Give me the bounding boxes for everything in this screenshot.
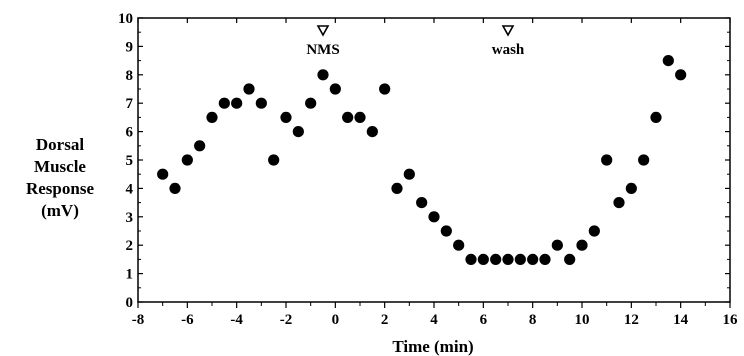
x-tick-label: 14 bbox=[673, 312, 689, 328]
annotation-label: wash bbox=[492, 42, 525, 58]
data-points bbox=[157, 55, 687, 265]
data-point bbox=[477, 253, 489, 265]
y-axis-title-line-3: Response bbox=[26, 179, 94, 198]
x-tick-label: 6 bbox=[480, 312, 488, 328]
data-point bbox=[342, 111, 354, 123]
annotation-label: NMS bbox=[306, 42, 339, 58]
data-point bbox=[613, 197, 625, 209]
data-point bbox=[317, 69, 329, 81]
data-point bbox=[527, 253, 539, 265]
data-point bbox=[231, 97, 243, 109]
x-tick-label: 8 bbox=[529, 312, 537, 328]
data-point bbox=[292, 126, 304, 138]
data-point bbox=[453, 239, 465, 251]
x-axis-tick-labels: -8 -6 -4 -2 0 2 4 6 8 10 12 14 16 bbox=[132, 312, 738, 328]
y-axis-title-line-4: (mV) bbox=[41, 201, 79, 220]
y-tick-label: 1 bbox=[126, 267, 134, 283]
data-point bbox=[280, 111, 292, 123]
data-point bbox=[354, 111, 366, 123]
x-tick-label: 0 bbox=[332, 312, 340, 328]
data-point bbox=[551, 239, 563, 251]
y-tick-label: 2 bbox=[126, 238, 134, 254]
y-tick-label: 10 bbox=[118, 11, 133, 27]
data-point bbox=[539, 253, 551, 265]
data-point bbox=[181, 154, 193, 166]
data-point bbox=[465, 253, 477, 265]
y-tick-label: 0 bbox=[126, 295, 134, 311]
data-point bbox=[440, 225, 452, 237]
x-tick-label: 12 bbox=[624, 312, 639, 328]
data-point bbox=[588, 225, 600, 237]
data-point bbox=[490, 253, 502, 265]
x-tick-label: 10 bbox=[575, 312, 590, 328]
data-point bbox=[194, 140, 206, 152]
data-point bbox=[218, 97, 230, 109]
x-axis-title: Time (min) bbox=[392, 337, 473, 356]
data-point bbox=[157, 168, 169, 180]
data-point bbox=[206, 111, 218, 123]
x-tick-label: -4 bbox=[230, 312, 243, 328]
x-tick-label: 16 bbox=[723, 312, 739, 328]
y-tick-label: 8 bbox=[126, 68, 134, 84]
y-tick-label: 6 bbox=[126, 125, 134, 141]
data-point bbox=[391, 182, 403, 194]
x-tick-label: -6 bbox=[181, 312, 194, 328]
y-axis-title-line-1: Dorsal bbox=[36, 135, 84, 154]
data-point bbox=[625, 182, 637, 194]
data-point bbox=[514, 253, 526, 265]
annotation-triangle-marker bbox=[501, 25, 515, 37]
data-point bbox=[329, 83, 341, 95]
data-point bbox=[601, 154, 613, 166]
data-point bbox=[576, 239, 588, 251]
data-point bbox=[366, 126, 378, 138]
data-point bbox=[650, 111, 662, 123]
data-point bbox=[255, 97, 267, 109]
data-point bbox=[502, 253, 514, 265]
annotation-triangle-marker bbox=[316, 25, 330, 37]
data-point bbox=[564, 253, 576, 265]
data-point bbox=[268, 154, 280, 166]
annotations: NMS wash bbox=[306, 25, 525, 58]
y-tick-label: 7 bbox=[126, 96, 134, 112]
data-point bbox=[305, 97, 317, 109]
data-point bbox=[638, 154, 650, 166]
y-tick-label: 4 bbox=[126, 181, 134, 197]
data-point bbox=[403, 168, 415, 180]
x-tick-label: -2 bbox=[280, 312, 293, 328]
data-point bbox=[675, 69, 687, 81]
y-tick-label: 5 bbox=[126, 153, 134, 169]
data-point bbox=[243, 83, 255, 95]
data-point bbox=[416, 197, 428, 209]
y-tick-label: 3 bbox=[126, 210, 134, 226]
y-axis-tick-labels: 0 1 2 3 4 5 6 7 8 9 10 bbox=[118, 11, 134, 311]
x-tick-label: 4 bbox=[430, 312, 438, 328]
data-point bbox=[379, 83, 391, 95]
x-tick-label: 2 bbox=[381, 312, 389, 328]
x-tick-label: -8 bbox=[132, 312, 145, 328]
y-axis-ticks bbox=[138, 17, 730, 303]
data-point bbox=[169, 182, 181, 194]
x-axis-ticks bbox=[137, 18, 731, 308]
y-tick-label: 9 bbox=[126, 39, 134, 55]
data-point bbox=[428, 211, 440, 223]
data-point bbox=[662, 55, 674, 67]
y-axis-title-line-2: Muscle bbox=[34, 157, 86, 176]
